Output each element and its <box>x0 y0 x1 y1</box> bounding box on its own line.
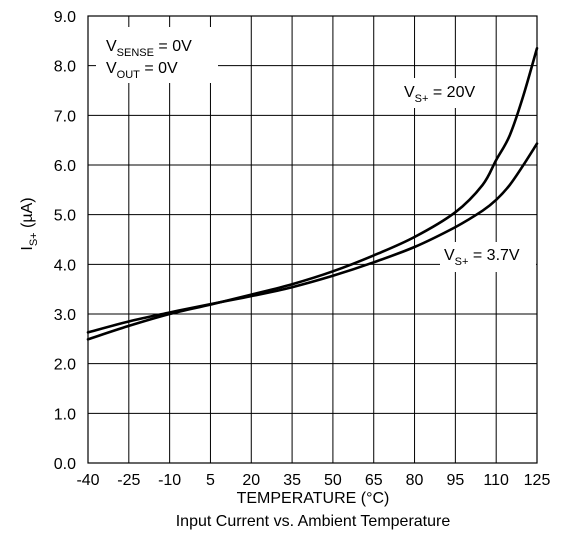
chart-caption: Input Current vs. Ambient Temperature <box>176 513 451 530</box>
x-tick-label: 80 <box>406 472 424 489</box>
y-tick-label: 3.0 <box>54 307 76 324</box>
y-tick-label: 4.0 <box>54 257 76 274</box>
x-tick-label: 20 <box>242 472 260 489</box>
x-tick-label: 50 <box>324 472 342 489</box>
x-axis-label: TEMPERATURE (°C) <box>237 490 390 507</box>
x-tick-label: -40 <box>76 472 99 489</box>
series-line-3v7 <box>88 144 537 333</box>
y-axis-ticks: 0.0 1.0 2.0 3.0 4.0 5.0 6.0 7.0 8.0 9.0 <box>54 9 76 473</box>
x-tick-label: 125 <box>524 472 551 489</box>
y-tick-label: 8.0 <box>54 59 76 76</box>
x-tick-label: 5 <box>206 472 215 489</box>
x-tick-label: 35 <box>283 472 301 489</box>
x-tick-label: 95 <box>446 472 464 489</box>
y-tick-label: 9.0 <box>54 9 76 26</box>
x-axis-ticks: -40 -25 -10 5 20 35 50 65 80 95 110 125 <box>76 472 550 489</box>
y-tick-label: 2.0 <box>54 357 76 374</box>
y-axis-label: IS+ (µA) <box>19 197 40 250</box>
y-tick-label: 7.0 <box>54 108 76 125</box>
y-tick-label: 0.0 <box>54 456 76 473</box>
x-tick-label: -10 <box>158 472 181 489</box>
x-tick-label: 65 <box>365 472 383 489</box>
y-tick-label: 6.0 <box>54 158 76 175</box>
x-tick-label: 110 <box>483 472 509 489</box>
y-tick-label: 1.0 <box>54 406 76 423</box>
x-tick-label: -25 <box>117 472 140 489</box>
y-tick-label: 5.0 <box>54 208 76 225</box>
